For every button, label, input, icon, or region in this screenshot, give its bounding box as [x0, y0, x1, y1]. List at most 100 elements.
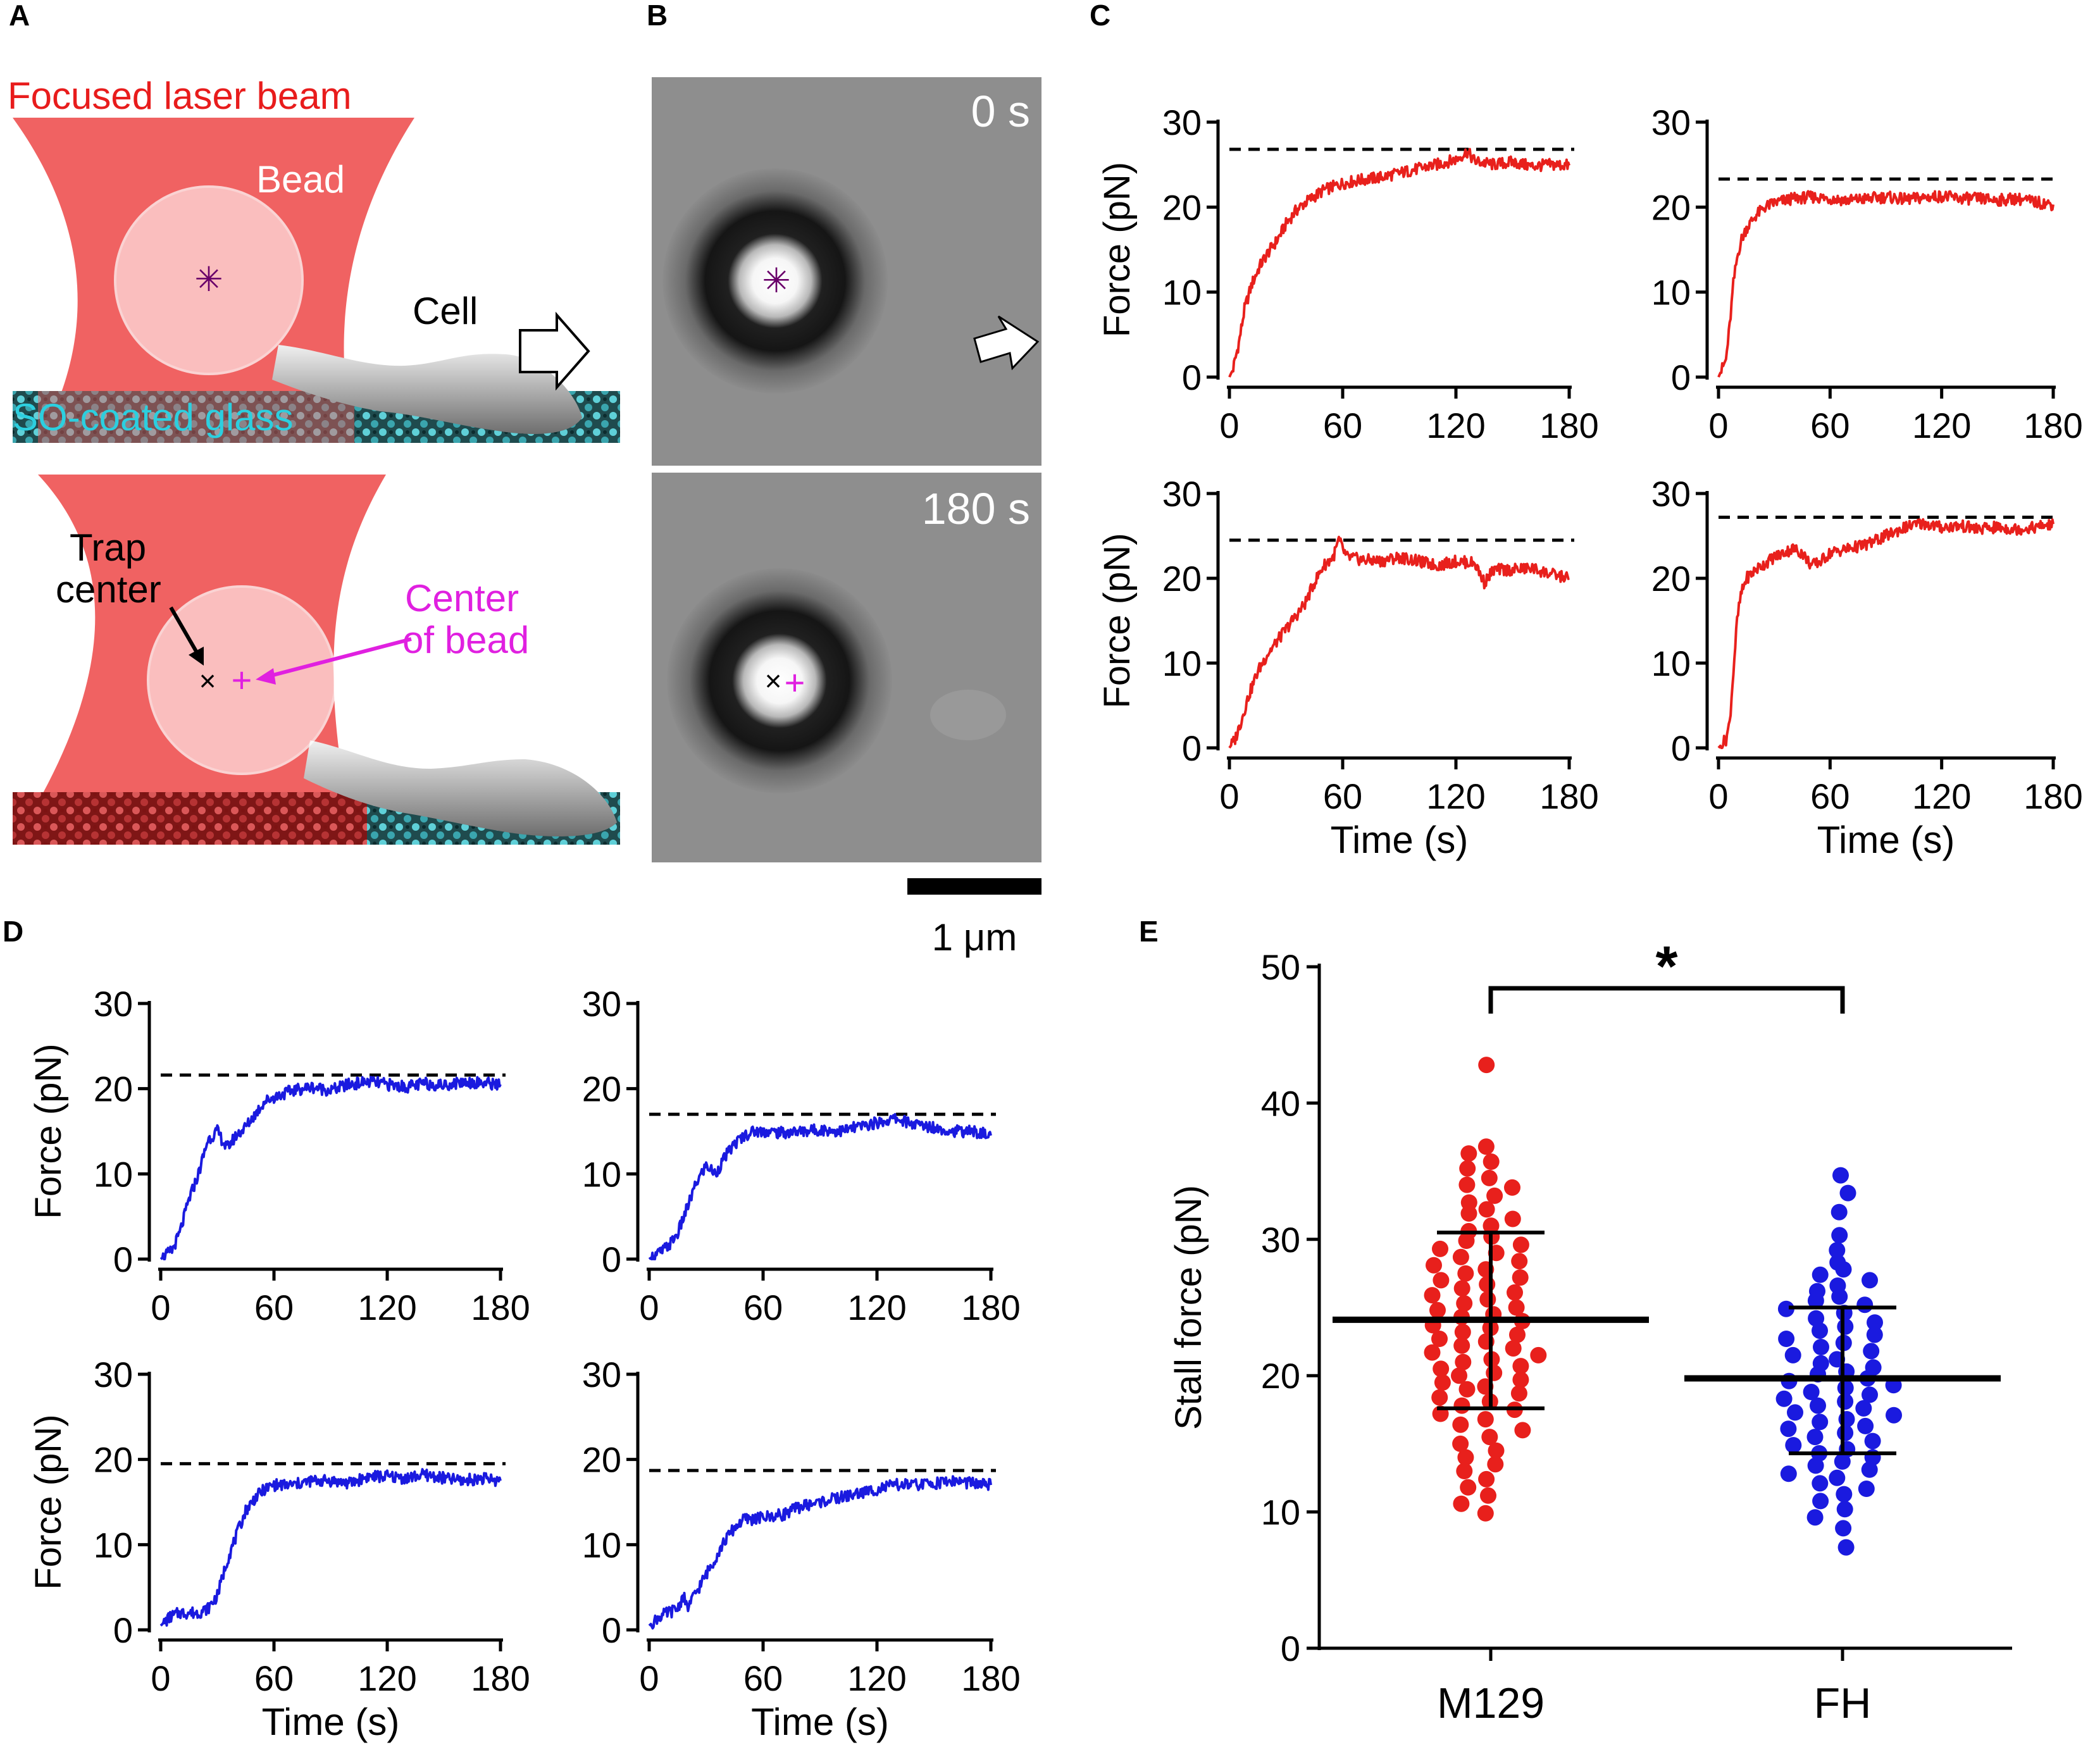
arrow-right-icon — [519, 311, 590, 391]
chart-e: 0 10 20 30 40 50 Stall force (pN) M129 FH * — [1168, 935, 2012, 1727]
data-point-m129 — [1453, 1397, 1470, 1414]
y-tick-label: 10 — [94, 1154, 133, 1194]
data-point-m129 — [1453, 1495, 1470, 1512]
x-tick-label: 0 — [639, 1658, 659, 1698]
panel-a: A ✳ Focused laser beam Bead Cell SO-coat… — [8, 0, 620, 845]
data-point-fh — [1836, 1486, 1853, 1503]
x-axis-label: Time (s) — [1331, 819, 1469, 861]
y-tick-label: 10 — [94, 1525, 133, 1565]
data-point-fh — [1780, 1420, 1797, 1438]
chart-c1: 0 10 20 30 0 60 120 180 Force (pN) — [1097, 102, 1599, 445]
data-point-m129 — [1457, 1449, 1474, 1466]
bead-center-plus-marker: + — [232, 660, 252, 700]
data-point-m129 — [1512, 1371, 1529, 1388]
data-point-fh — [1812, 1322, 1828, 1339]
data-point-m129 — [1510, 1385, 1527, 1402]
center-of-bead-label-1: Center — [405, 577, 519, 619]
x-tick-label: 0 — [1708, 406, 1728, 445]
data-point-m129 — [1512, 1236, 1529, 1253]
x-tick-label: 60 — [254, 1288, 294, 1327]
y-tick-label: 20 — [1162, 187, 1202, 227]
x-tick-label: 120 — [847, 1658, 906, 1698]
scale-bar — [907, 878, 1041, 895]
y-tick-label: 30 — [582, 1355, 621, 1394]
x-axis-label: Time (s) — [1817, 819, 1955, 861]
data-point-fh — [1835, 1520, 1852, 1537]
panel-a-letter: A — [9, 0, 30, 32]
y-tick-label: 30 — [1162, 102, 1202, 142]
y-tick-label: 10 — [582, 1154, 621, 1194]
data-point-fh — [1812, 1493, 1829, 1510]
bead-top — [114, 185, 304, 375]
data-point-fh — [1778, 1331, 1795, 1347]
data-point-fh — [1812, 1475, 1829, 1492]
x-tick-label: 120 — [1912, 406, 1971, 445]
x-tick-label: 180 — [1539, 406, 1598, 445]
y-tick-label: 20 — [1651, 559, 1691, 599]
data-point-m129 — [1478, 1201, 1495, 1218]
y-tick-label: 0 — [1671, 357, 1691, 397]
bead-bottom — [147, 585, 337, 775]
data-point-fh — [1829, 1242, 1846, 1258]
data-point-m129 — [1479, 1276, 1496, 1293]
data-point-m129 — [1454, 1324, 1471, 1341]
chart-d4: 0 10 20 30 0 60 120 180 Time (s) — [582, 1355, 1021, 1743]
x-tick-label: 120 — [847, 1288, 906, 1327]
x-tick-label: 120 — [1426, 406, 1485, 445]
y-tick-label: 0 — [113, 1610, 133, 1650]
bead-center-arrow — [265, 637, 412, 679]
data-point-fh — [1806, 1509, 1824, 1526]
data-point-fh — [1864, 1432, 1881, 1450]
x-tick-label: 180 — [471, 1288, 530, 1327]
x-axis-label: Time (s) — [751, 1701, 889, 1743]
data-point-m129 — [1511, 1253, 1528, 1270]
center-of-bead-label-2: of bead — [402, 619, 529, 661]
data-point-m129 — [1460, 1145, 1477, 1162]
force-trace-red — [1228, 147, 1570, 378]
data-point-fh — [1784, 1346, 1801, 1363]
data-point-m129 — [1458, 1233, 1475, 1249]
data-point-m129 — [1477, 1411, 1494, 1428]
x-tick-label: 0 — [151, 1658, 170, 1698]
data-point-fh — [1886, 1407, 1902, 1424]
star-marker-image: ✳ — [762, 262, 790, 300]
data-point-m129 — [1477, 1505, 1494, 1522]
chart-d3: 0 10 20 30 0 60 120 180 Force (pN) Time (s) — [28, 1355, 530, 1743]
x-tick-label: 0 — [1708, 776, 1728, 816]
y-tick-label: 30 — [1261, 1220, 1300, 1260]
force-trace-red — [1717, 190, 2055, 378]
glass-top-laser-overlay — [38, 391, 354, 443]
cell-body-bottom — [304, 740, 617, 837]
data-point-fh — [1857, 1417, 1874, 1434]
chart-c3: 0 10 20 30 0 60 120 180 Force (pN) Time (s) — [1097, 474, 1599, 861]
data-point-m129 — [1505, 1340, 1522, 1357]
data-point-m129 — [1508, 1299, 1525, 1316]
y-tick-label: 30 — [94, 1355, 133, 1394]
data-point-m129 — [1512, 1358, 1529, 1375]
panel-b: B ✳ 0 s × + 180 s 1 μm — [647, 0, 1041, 959]
y-tick-label: 30 — [582, 984, 621, 1024]
force-trace-blue — [648, 1113, 992, 1260]
data-point-fh — [1835, 1261, 1852, 1278]
schematic-top: ✳ Focused laser beam Bead Cell SO-coated… — [8, 75, 620, 443]
data-point-fh — [1777, 1300, 1794, 1317]
data-point-fh — [1834, 1453, 1851, 1470]
data-point-m129 — [1424, 1344, 1441, 1361]
bead-center-arrowhead — [256, 668, 276, 685]
y-tick-label: 0 — [1182, 357, 1202, 397]
y-tick-label: 40 — [1261, 1083, 1300, 1123]
x-tick-label: 0 — [151, 1288, 170, 1327]
x-tick-label: 120 — [357, 1658, 416, 1698]
charts: 0 10 20 30 0 60 120 180 Force (pN) 0 10 20 30 0 60 120 1… — [28, 102, 2083, 1743]
cell-label: Cell — [413, 290, 478, 332]
x-tick-label: 60 — [1323, 406, 1362, 445]
x-tick-label: 120 — [357, 1288, 416, 1327]
x-tick-label: 60 — [743, 1658, 783, 1698]
data-point-m129 — [1507, 1284, 1523, 1301]
data-point-m129 — [1479, 1291, 1496, 1308]
y-axis-label: Force (pN) — [1097, 533, 1138, 708]
cell-body-top — [272, 345, 582, 434]
panel-b-letter: B — [647, 0, 668, 32]
data-point-m129 — [1434, 1374, 1451, 1391]
data-point-m129 — [1509, 1326, 1526, 1343]
